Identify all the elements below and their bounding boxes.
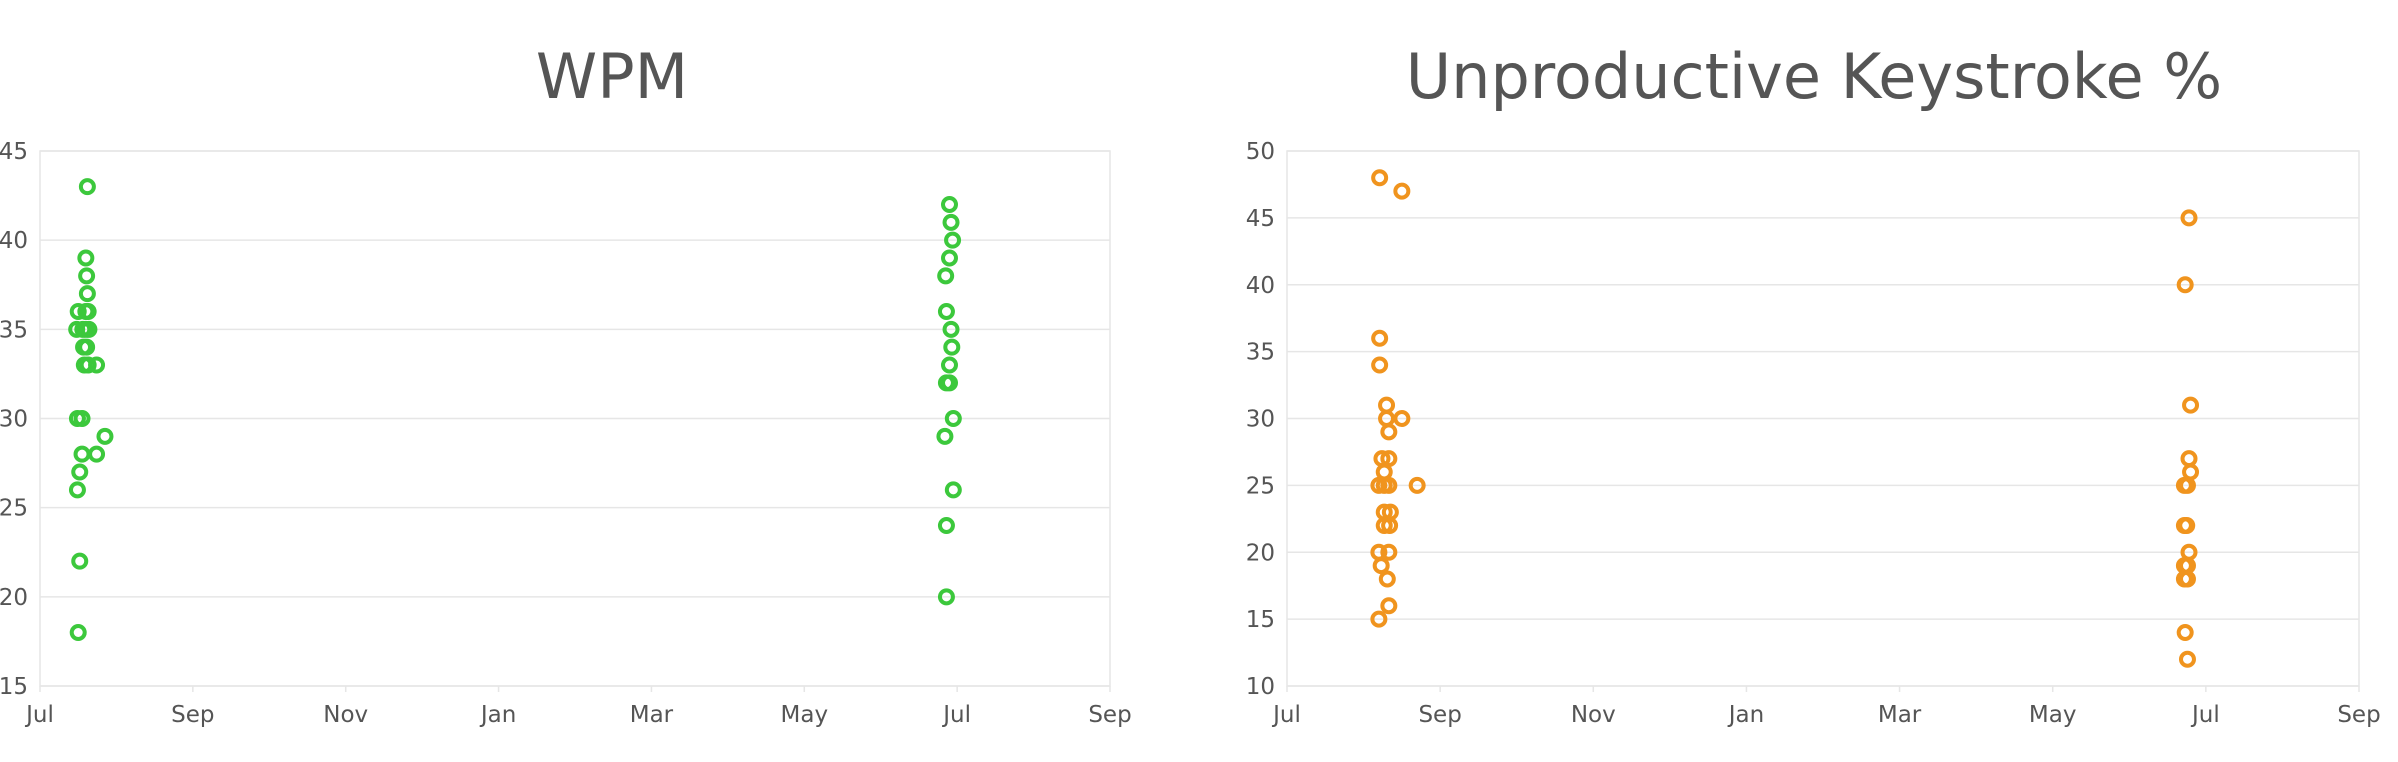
chart-title: Unproductive Keystroke % (1406, 40, 2222, 113)
data-point[interactable] (69, 624, 87, 641)
x-tick-label: Sep (2337, 702, 2380, 728)
data-point[interactable] (941, 249, 958, 267)
x-tick-label: Sep (1418, 702, 1461, 728)
plot-area (1286, 150, 2360, 687)
data-point[interactable] (2178, 557, 2196, 575)
data-point[interactable] (937, 588, 955, 606)
data-point[interactable] (71, 552, 89, 570)
data-point[interactable] (2180, 209, 2198, 227)
y-tick-label: 50 (1246, 139, 1275, 165)
x-tick-label: Sep (171, 702, 214, 728)
data-point[interactable] (1393, 182, 1411, 200)
chart-title: WPM (536, 40, 688, 113)
y-tick-label: 30 (0, 407, 28, 433)
data-point[interactable] (71, 463, 89, 481)
data-point[interactable] (941, 356, 958, 374)
data-point[interactable] (1371, 356, 1389, 374)
data-point[interactable] (78, 338, 96, 356)
data-point[interactable] (941, 374, 958, 392)
data-point[interactable] (1381, 517, 1399, 534)
y-tick-label: 15 (0, 674, 28, 700)
data-point[interactable] (2182, 463, 2200, 481)
data-point[interactable] (68, 481, 86, 499)
data-point[interactable] (936, 427, 954, 445)
x-tick-label: Nov (1571, 702, 1616, 728)
data-point[interactable] (1408, 476, 1426, 494)
data-point[interactable] (69, 303, 87, 320)
data-point[interactable] (79, 303, 97, 320)
y-tick-label: 25 (1246, 473, 1275, 499)
data-point[interactable] (2182, 396, 2200, 414)
data-point[interactable] (79, 356, 97, 374)
data-point[interactable] (1380, 597, 1398, 615)
data-point[interactable] (944, 231, 962, 249)
x-tick-label: Jan (1727, 702, 1764, 728)
data-point[interactable] (88, 445, 106, 463)
data-point[interactable] (1378, 396, 1396, 414)
x-tick-label: Sep (1088, 702, 1131, 728)
data-point[interactable] (937, 517, 955, 534)
wpm-chart: WPM 15 20 25 30 35 40 45 Jul Sep Nov Jan Mar May Jul Se… (0, 40, 1132, 728)
x-tick-label: Mar (630, 702, 674, 728)
data-point[interactable] (73, 410, 91, 427)
data-point[interactable] (96, 427, 114, 445)
x-tick-label: Jul (1271, 702, 1301, 728)
x-tick-label: Jul (941, 702, 971, 728)
data-point[interactable] (1393, 410, 1411, 427)
data-point[interactable] (937, 267, 955, 285)
data-point[interactable] (942, 320, 960, 338)
y-tick-label: 20 (1246, 540, 1275, 566)
data-point[interactable] (78, 267, 96, 285)
y-tick-label: 25 (0, 496, 28, 522)
data-point[interactable] (1370, 610, 1388, 628)
data-point[interactable] (1371, 329, 1389, 347)
plot-area (39, 150, 1111, 687)
data-point[interactable] (1378, 570, 1396, 588)
y-tick-label: 35 (0, 317, 28, 343)
data-point[interactable] (1375, 463, 1393, 481)
data-point[interactable] (80, 320, 98, 338)
data-point[interactable] (2180, 450, 2198, 468)
data-point[interactable] (2178, 570, 2196, 588)
data-point[interactable] (77, 249, 95, 267)
x-tick-label: May (781, 702, 829, 728)
data-point[interactable] (942, 213, 960, 231)
data-point[interactable] (1380, 476, 1398, 494)
y-tick-label: 15 (1246, 607, 1275, 633)
data-point[interactable] (1371, 169, 1389, 187)
data-point[interactable] (73, 445, 91, 463)
data-point[interactable] (944, 410, 962, 427)
data-point[interactable] (1380, 423, 1398, 441)
y-tick-label: 35 (1246, 340, 1275, 366)
data-point[interactable] (2176, 624, 2194, 641)
y-tick-label: 10 (1246, 674, 1275, 700)
unproductive-keystroke-chart: Unproductive Keystroke % 10 15 20 25 30 35 40 45… (1246, 40, 2381, 728)
data-point[interactable] (943, 338, 961, 356)
x-tick-label: May (2029, 702, 2077, 728)
data-point[interactable] (88, 356, 106, 374)
y-tick-label: 45 (1246, 206, 1275, 232)
y-tick-label: 45 (0, 139, 28, 165)
x-tick-label: Nov (323, 702, 368, 728)
data-point[interactable] (78, 178, 96, 196)
data-point[interactable] (2178, 517, 2196, 534)
y-tick-label: 40 (1246, 273, 1275, 299)
data-point[interactable] (2178, 650, 2196, 668)
x-tick-label: Jul (2190, 702, 2220, 728)
y-tick-label: 40 (0, 228, 28, 254)
data-point[interactable] (1372, 557, 1390, 575)
data-point[interactable] (2176, 276, 2194, 294)
x-tick-label: Mar (1878, 702, 1922, 728)
data-point[interactable] (2178, 476, 2196, 494)
data-point[interactable] (944, 481, 962, 499)
data-point[interactable] (1380, 543, 1398, 561)
data-point[interactable] (78, 285, 96, 303)
data-point[interactable] (937, 303, 955, 320)
y-tick-label: 20 (0, 585, 28, 611)
y-tick-label: 30 (1246, 407, 1275, 433)
x-tick-label: Jul (24, 702, 54, 728)
data-point[interactable] (941, 196, 958, 213)
x-tick-label: Jan (479, 702, 516, 728)
